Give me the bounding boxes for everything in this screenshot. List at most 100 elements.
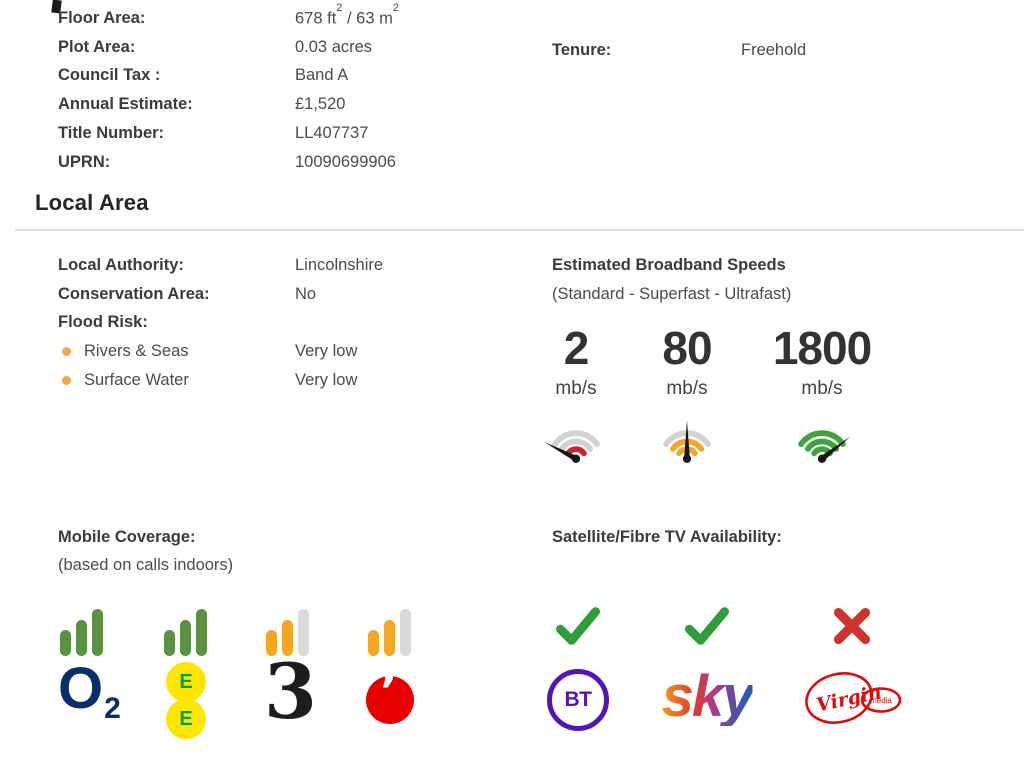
rivers-seas-value: Very low [295, 342, 358, 361]
detail-row-plot-area: Plot Area: 0.03 acres [58, 33, 528, 62]
signal-bar [368, 630, 379, 656]
tenure-label: Tenure: [552, 40, 612, 59]
signal-bar [384, 620, 395, 656]
signal-bar [282, 620, 293, 656]
detail-row-uprn: UPRN: 10090699906 [58, 148, 528, 177]
mobile-coverage-subtitle: (based on calls indoors) [58, 556, 234, 574]
surface-water-cell: Surface Water [58, 371, 295, 390]
floor-area-metric: / 63 m [342, 9, 393, 28]
sky-availability [683, 605, 731, 652]
bt-logo: BT [547, 669, 609, 731]
bt-circle: BT [547, 669, 609, 731]
detail-row-tenure: Tenure: Freehold [552, 36, 972, 65]
council-tax-label: Council Tax : [58, 66, 161, 85]
virgin-media-mark: Virgin media [805, 672, 902, 724]
superfast-speed-value: 80 [662, 322, 712, 374]
check-icon [685, 607, 729, 645]
floor-area-imperial: 678 ft [295, 9, 337, 28]
standard-speed-unit: mb/s [555, 378, 597, 399]
detail-row-title-number: Title Number: LL407737 [58, 119, 528, 148]
virgin-media-logo: Virgin media [802, 670, 902, 731]
signal-bars-vodafone [368, 608, 411, 656]
sq-sup: 2 [336, 2, 343, 15]
signal-bar [196, 609, 207, 656]
tv-availability-section: Satellite/Fibre TV Availability: BT sky [547, 520, 1002, 765]
mobile-coverage-section: Mobile Coverage: (based on calls indoors… [58, 520, 498, 765]
sq-sup: 2 [392, 2, 399, 15]
floor-area-label: Floor Area: [58, 8, 146, 27]
standard-speed-value: 2 [563, 322, 590, 374]
council-tax-value: Band A [295, 66, 349, 85]
title-number-label: Title Number: [58, 124, 165, 143]
sky-text: sky [661, 664, 755, 729]
detail-row-council-tax: Council Tax : Band A [58, 62, 528, 91]
vodafone-logo: ’ [366, 664, 414, 724]
ee-logo: E E [166, 662, 206, 740]
cross-icon [833, 607, 871, 645]
annual-estimate-value: £1,520 [295, 95, 346, 114]
floor-area-value: 678 ft2 / 63 m2 [295, 2, 399, 29]
plot-area-label: Plot Area: [58, 37, 136, 56]
signal-bar [266, 630, 277, 656]
property-details-section: Floor Area: 678 ft2 / 63 m2 Plot Area: 0… [58, 2, 528, 177]
broadband-title: Estimated Broadband Speeds [552, 256, 786, 274]
three-logo: 3 [264, 647, 317, 736]
conservation-area-label: Conservation Area: [58, 284, 210, 303]
detail-row-annual-estimate: Annual Estimate: £1,520 [58, 90, 528, 119]
plot-area-value: 0.03 acres [295, 37, 373, 56]
signal-bar [400, 609, 411, 656]
rivers-seas-label: Rivers & Seas [84, 342, 189, 361]
o2-logo: O2 [58, 660, 121, 724]
local-area-heading: Local Area [35, 190, 149, 215]
ultrafast-speed-unit: mb/s [801, 378, 843, 399]
surface-water-label: Surface Water [84, 371, 189, 390]
virgin-media-text: media [870, 696, 892, 705]
mobile-coverage-title: Mobile Coverage: [58, 528, 196, 546]
surface-water-value: Very low [295, 371, 358, 390]
annual-estimate-label: Annual Estimate: [58, 95, 193, 114]
o2-letter: O [58, 656, 104, 721]
bullet-icon [62, 347, 71, 357]
superfast-speed-unit: mb/s [666, 378, 708, 399]
speedometer-medium-icon [663, 420, 711, 463]
local-area-section: Local Authority: Lincolnshire Conservati… [58, 251, 528, 395]
signal-bars-ee [164, 608, 207, 656]
broadband-tier-ultrafast: 1800 mb/s [742, 325, 902, 469]
ee-circle-bottom: E [166, 699, 206, 739]
vodafone-speechmark-icon: ’ [380, 664, 398, 718]
sky-logo: sky [661, 664, 755, 729]
tenure-value: Freehold [741, 40, 807, 59]
row-flood-risk: Flood Risk: [58, 309, 528, 338]
ee-circle-top: E [166, 662, 206, 702]
row-local-authority: Local Authority: Lincolnshire [58, 251, 528, 280]
tv-availability-title: Satellite/Fibre TV Availability: [552, 528, 782, 546]
detail-row-floor-area: Floor Area: 678 ft2 / 63 m2 [58, 2, 528, 33]
signal-bars-three [266, 608, 309, 656]
broadband-tier-superfast: 80 mb/s [607, 325, 767, 469]
signal-bar [60, 630, 71, 656]
o2-subscript: 2 [104, 692, 121, 725]
signal-bars-o2 [60, 608, 103, 656]
speedometer-high-icon [798, 430, 851, 463]
check-icon [556, 607, 600, 645]
signal-bar [180, 620, 191, 656]
row-surface-water: Surface Water Very low [58, 366, 528, 395]
tenure-section: Tenure: Freehold [552, 36, 972, 65]
title-number-value: LL407737 [295, 124, 369, 143]
row-rivers-seas: Rivers & Seas Very low [58, 337, 528, 366]
bullet-icon [62, 376, 71, 386]
local-authority-value: Lincolnshire [295, 255, 384, 274]
rivers-seas-cell: Rivers & Seas [58, 342, 295, 361]
ultrafast-speed-value: 1800 [772, 322, 872, 374]
signal-bar [298, 609, 309, 656]
section-divider [15, 229, 1024, 231]
conservation-area-value: No [295, 284, 317, 303]
broadband-section: Estimated Broadband Speeds (Standard - S… [544, 251, 1002, 511]
signal-bar [92, 609, 103, 656]
uprn-value: 10090699906 [295, 152, 396, 171]
row-conservation-area: Conservation Area: No [58, 280, 528, 309]
signal-bar [76, 620, 87, 656]
broadband-tier-standard: 2 mb/s [496, 325, 656, 469]
flood-risk-label: Flood Risk: [58, 313, 148, 332]
local-authority-label: Local Authority: [58, 255, 184, 274]
